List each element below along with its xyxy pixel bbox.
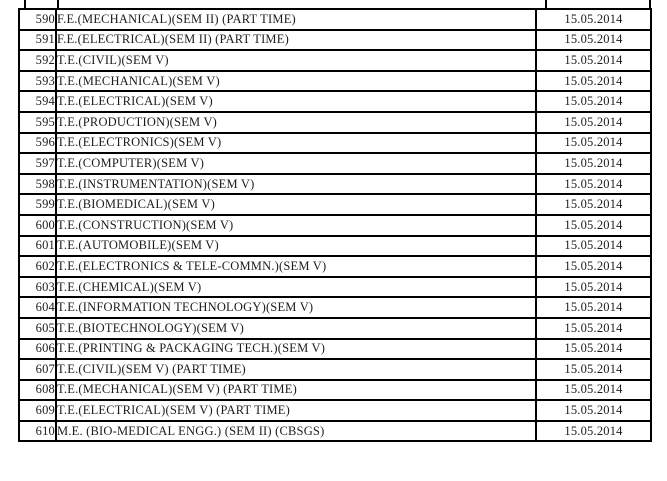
- exam-table-body: 590 F.E.(MECHANICAL)(SEM II) (PART TIME) 1…: [18, 8, 652, 443]
- date-cell: 15.05.2014: [535, 378, 652, 402]
- date-cell: 15.05.2014: [535, 213, 652, 237]
- serial-cell: 596: [18, 131, 57, 155]
- date-cell: 15.05.2014: [535, 8, 652, 31]
- table-row: 607 T.E.(CIVIL)(SEM V) (PART TIME) 15.05.2…: [18, 358, 652, 381]
- table-row: 596 T.E.(ELECTRONICS)(SEM V) 15.05.2014: [18, 131, 652, 155]
- serial-cell: 599: [18, 193, 57, 216]
- serial-cell: 592: [18, 49, 57, 72]
- date-cell: 15.05.2014: [535, 399, 652, 422]
- serial-cell: 591: [18, 28, 57, 52]
- exam-timetable: 590 F.E.(MECHANICAL)(SEM II) (PART TIME) 1…: [18, 8, 652, 443]
- date-cell: 15.05.2014: [535, 193, 652, 216]
- serial-cell: 608: [18, 378, 57, 402]
- table-row: 608 T.E.(MECHANICAL)(SEM V) (PART TIME) 15…: [18, 378, 652, 402]
- date-cell: 15.05.2014: [535, 358, 652, 381]
- table-row: 599 T.E.(BIOMEDICAL)(SEM V) 15.05.2014: [18, 193, 652, 216]
- table-row: 593 T.E.(MECHANICAL)(SEM V) 15.05.2014: [18, 69, 652, 93]
- course-cell: T.E.(ELECTRICAL)(SEM V) (PART TIME): [55, 399, 537, 422]
- date-cell: 15.05.2014: [535, 69, 652, 93]
- date-cell: 15.05.2014: [535, 337, 652, 361]
- serial-cell: 600: [18, 213, 57, 237]
- course-cell: T.E.(ELECTRONICS & TELE-COMMN.)(SEM V): [55, 255, 537, 278]
- table-border-line: [545, 0, 547, 8]
- table-row: 609 T.E.(ELECTRICAL)(SEM V) (PART TIME) 15…: [18, 399, 652, 422]
- course-cell: T.E.(ELECTRONICS)(SEM V): [55, 131, 537, 155]
- table-row: 606 T.E.(PRINTING & PACKAGING TECH.)(SEM …: [18, 337, 652, 361]
- course-cell: T.E.(PRODUCTION)(SEM V): [55, 110, 537, 134]
- course-cell: F.E.(ELECTRICAL)(SEM II) (PART TIME): [55, 28, 537, 52]
- table-row: 594 T.E.(ELECTRICAL)(SEM V) 15.05.2014: [18, 90, 652, 113]
- table-row: 592 T.E.(CIVIL)(SEM V) 15.05.2014: [18, 49, 652, 72]
- course-cell: T.E.(INSTRUMENTATION)(SEM V): [55, 172, 537, 196]
- course-cell: T.E.(MECHANICAL)(SEM V): [55, 69, 537, 93]
- course-cell: T.E.(BIOTECHNOLOGY)(SEM V): [55, 316, 537, 340]
- table-border-line: [649, 0, 651, 8]
- course-cell: T.E.(MECHANICAL)(SEM V) (PART TIME): [55, 378, 537, 402]
- table-row: 603 T.E.(CHEMICAL)(SEM V) 15.05.2014: [18, 275, 652, 299]
- date-cell: 15.05.2014: [535, 28, 652, 52]
- serial-cell: 590: [18, 8, 57, 31]
- serial-cell: 604: [18, 296, 57, 319]
- course-cell: T.E.(INFORMATION TECHNOLOGY)(SEM V): [55, 296, 537, 319]
- serial-cell: 595: [18, 110, 57, 134]
- serial-cell: 606: [18, 337, 57, 361]
- course-cell: T.E.(PRINTING & PACKAGING TECH.)(SEM V): [55, 337, 537, 361]
- previous-row-fragment: [0, 0, 667, 8]
- course-cell: M.E. (BIO-MEDICAL ENGG.) (SEM II) (CBSGS…: [55, 419, 537, 443]
- date-cell: 15.05.2014: [535, 110, 652, 134]
- course-cell: T.E.(CIVIL)(SEM V): [55, 49, 537, 72]
- date-cell: 15.05.2014: [535, 131, 652, 155]
- date-cell: 15.05.2014: [535, 255, 652, 278]
- table-border-line: [24, 0, 26, 8]
- serial-cell: 602: [18, 255, 57, 278]
- course-cell: T.E.(CONSTRUCTION)(SEM V): [55, 213, 537, 237]
- table-row: 604 T.E.(INFORMATION TECHNOLOGY)(SEM V) 15…: [18, 296, 652, 319]
- serial-cell: 610: [18, 419, 57, 443]
- course-cell: F.E.(MECHANICAL)(SEM II) (PART TIME): [55, 8, 537, 31]
- serial-cell: 594: [18, 90, 57, 113]
- serial-cell: 597: [18, 152, 57, 175]
- course-cell: T.E.(COMPUTER)(SEM V): [55, 152, 537, 175]
- date-cell: 15.05.2014: [535, 316, 652, 340]
- table-row: 602 T.E.(ELECTRONICS & TELE-COMMN.)(SEM V…: [18, 255, 652, 278]
- serial-cell: 598: [18, 172, 57, 196]
- course-cell: T.E.(AUTOMOBILE)(SEM V): [55, 234, 537, 258]
- table-row: 601 T.E.(AUTOMOBILE)(SEM V) 15.05.2014: [18, 234, 652, 258]
- table-row: 595 T.E.(PRODUCTION)(SEM V) 15.05.2014: [18, 110, 652, 134]
- course-cell: T.E.(CHEMICAL)(SEM V): [55, 275, 537, 299]
- table-row: 591 F.E.(ELECTRICAL)(SEM II) (PART TIME) 1…: [18, 28, 652, 52]
- table-row: 590 F.E.(MECHANICAL)(SEM II) (PART TIME) 1…: [18, 8, 652, 31]
- date-cell: 15.05.2014: [535, 296, 652, 319]
- date-cell: 15.05.2014: [535, 152, 652, 175]
- serial-cell: 603: [18, 275, 57, 299]
- serial-cell: 609: [18, 399, 57, 422]
- table-row: 597 T.E.(COMPUTER)(SEM V) 15.05.2014: [18, 152, 652, 175]
- table-row: 600 T.E.(CONSTRUCTION)(SEM V) 15.05.2014: [18, 213, 652, 237]
- serial-cell: 607: [18, 358, 57, 381]
- date-cell: 15.05.2014: [535, 275, 652, 299]
- date-cell: 15.05.2014: [535, 172, 652, 196]
- table-row: 605 T.E.(BIOTECHNOLOGY)(SEM V) 15.05.2014: [18, 316, 652, 340]
- course-cell: T.E.(ELECTRICAL)(SEM V): [55, 90, 537, 113]
- date-cell: 15.05.2014: [535, 419, 652, 443]
- course-cell: T.E.(CIVIL)(SEM V) (PART TIME): [55, 358, 537, 381]
- serial-cell: 605: [18, 316, 57, 340]
- course-cell: T.E.(BIOMEDICAL)(SEM V): [55, 193, 537, 216]
- date-cell: 15.05.2014: [535, 90, 652, 113]
- table-row: 598 T.E.(INSTRUMENTATION)(SEM V) 15.05.201…: [18, 172, 652, 196]
- serial-cell: 601: [18, 234, 57, 258]
- date-cell: 15.05.2014: [535, 234, 652, 258]
- table-row: 610 M.E. (BIO-MEDICAL ENGG.) (SEM II) (CB…: [18, 419, 652, 443]
- table-border-line: [57, 0, 59, 8]
- serial-cell: 593: [18, 69, 57, 93]
- date-cell: 15.05.2014: [535, 49, 652, 72]
